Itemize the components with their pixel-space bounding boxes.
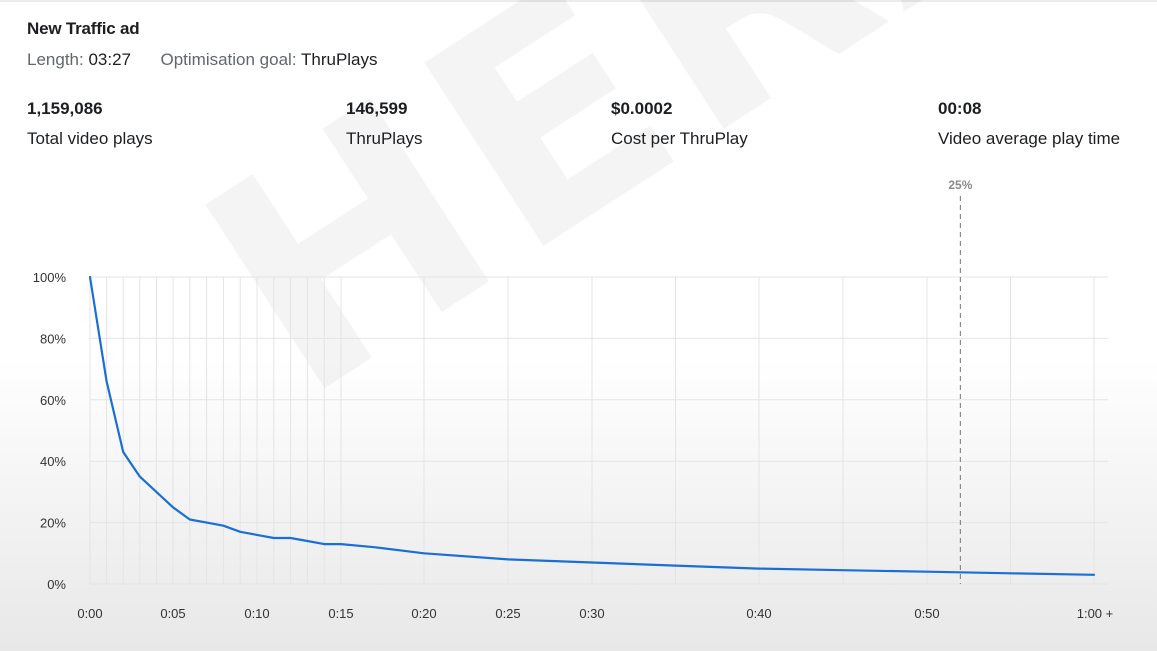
x-tick-label: 0:10 <box>244 606 269 621</box>
x-tick-label: 1:00 + <box>1077 606 1114 621</box>
y-tick-label: 20% <box>40 516 66 531</box>
stat-value: 146,599 <box>346 99 408 118</box>
goal-label: Optimisation goal: <box>160 50 297 69</box>
stat-label: Video average play time <box>938 129 1121 148</box>
y-tick-label: 60% <box>40 393 66 408</box>
ad-meta: Length: 03:27 Optimisation goal: ThruPla… <box>27 50 378 70</box>
stat-label: Cost per ThruPlay <box>611 129 748 148</box>
y-tick-label: 0% <box>47 577 66 592</box>
x-tick-label: 0:05 <box>160 606 185 621</box>
y-tick-label: 40% <box>40 454 66 469</box>
length-value: 03:27 <box>88 50 132 69</box>
x-tick-label: 0:15 <box>328 606 353 621</box>
stat-label: ThruPlays <box>346 129 423 148</box>
x-tick-label: 0:00 <box>77 606 102 621</box>
length-label: Length: <box>27 50 84 69</box>
stat-value: $0.0002 <box>611 99 673 118</box>
stat-value: 1,159,086 <box>27 99 103 118</box>
x-tick-label: 0:20 <box>411 606 436 621</box>
top-divider <box>0 0 1157 2</box>
stat-total-video-plays: 1,159,086 Total video plays <box>27 99 153 149</box>
x-tick-label: 0:50 <box>914 606 939 621</box>
stat-value: 00:08 <box>938 99 982 118</box>
stat-average-play-time: 00:08 Video average play time <box>938 99 1120 149</box>
marker-25-percent-label: 25% <box>948 178 972 192</box>
stat-cost-per-thruplay: $0.0002 Cost per ThruPlay <box>611 99 748 149</box>
stat-thruplays: 146,599 ThruPlays <box>346 99 423 149</box>
stat-label: Total video plays <box>27 129 153 148</box>
x-tick-label: 0:40 <box>746 606 771 621</box>
ad-title: New Traffic ad <box>27 19 140 38</box>
y-tick-label: 80% <box>40 331 66 346</box>
x-tick-label: 0:25 <box>495 606 520 621</box>
x-tick-label: 0:30 <box>579 606 604 621</box>
y-tick-label: 100% <box>33 270 67 285</box>
goal-value: ThruPlays <box>300 50 378 69</box>
retention-line <box>88 275 1096 576</box>
